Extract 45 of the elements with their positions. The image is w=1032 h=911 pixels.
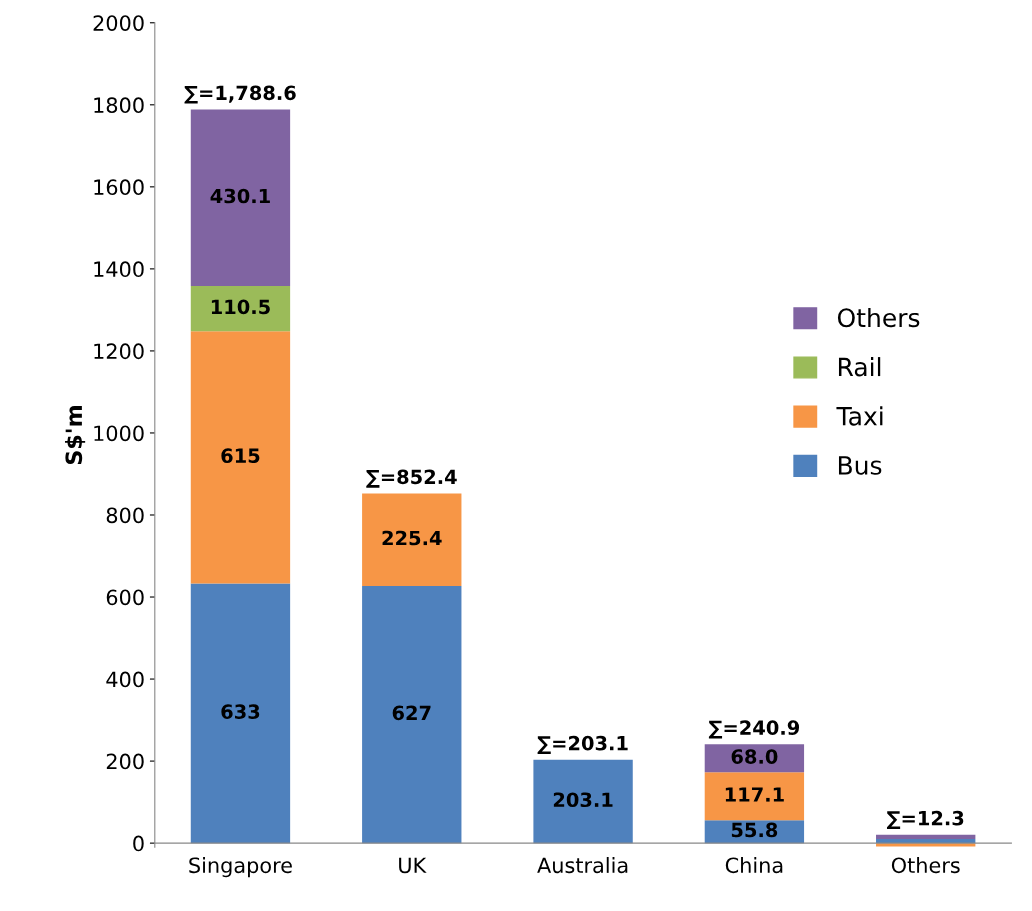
x-tick-label: UK xyxy=(399,857,427,874)
x-tick-label: Others xyxy=(891,857,960,874)
legend-label: Rail xyxy=(838,357,881,377)
y-tick-label: 600 xyxy=(106,589,144,606)
data-label: 633 xyxy=(221,704,260,719)
total-label: ∑=12.3 xyxy=(886,810,964,829)
data-label: 627 xyxy=(392,705,431,721)
bar xyxy=(190,583,291,844)
y-tick-label: 1200 xyxy=(94,343,144,360)
y-tick-label: 1600 xyxy=(94,179,144,196)
x-tick-label: Singapore xyxy=(189,857,292,878)
bar xyxy=(362,585,462,844)
y-tick-label: 400 xyxy=(106,671,144,688)
bar xyxy=(190,109,291,286)
bar xyxy=(190,285,291,332)
total-label: ∑=203.1 xyxy=(537,735,628,754)
data-label: 225.4 xyxy=(382,530,442,546)
total-label: ∑=240.9 xyxy=(708,720,800,739)
data-label: 117.1 xyxy=(725,787,784,802)
data-label: 203.1 xyxy=(553,792,613,808)
bar xyxy=(362,493,462,586)
total-label: ∑=852.4 xyxy=(366,469,457,488)
data-label: 615 xyxy=(221,448,260,463)
bar xyxy=(190,331,291,584)
y-tick-label: 1000 xyxy=(94,425,144,442)
y-tick-label: 1400 xyxy=(94,261,144,278)
y-tick-label: 200 xyxy=(106,753,144,770)
data-label: 430.1 xyxy=(210,188,270,204)
bar xyxy=(533,759,633,844)
y-axis-title: S$'m xyxy=(64,406,86,465)
data-label: 110.5 xyxy=(211,299,270,315)
y-tick-label: 800 xyxy=(106,507,144,524)
x-tick-label: Australia xyxy=(537,857,628,874)
y-tick-label: 1800 xyxy=(94,97,144,114)
total-label: ∑=1,788.6 xyxy=(184,85,296,104)
bar xyxy=(704,772,805,821)
legend-label: Bus xyxy=(838,456,882,475)
y-tick-label: 0 xyxy=(133,835,144,852)
bar xyxy=(876,834,976,839)
legend-label: Taxi xyxy=(836,406,883,426)
x-tick-label: China xyxy=(725,857,783,874)
legend-label: Others xyxy=(837,307,920,328)
y-tick-label: 2000 xyxy=(93,15,144,31)
data-label: 68.0 xyxy=(731,749,778,764)
data-label: 55.8 xyxy=(731,822,778,838)
